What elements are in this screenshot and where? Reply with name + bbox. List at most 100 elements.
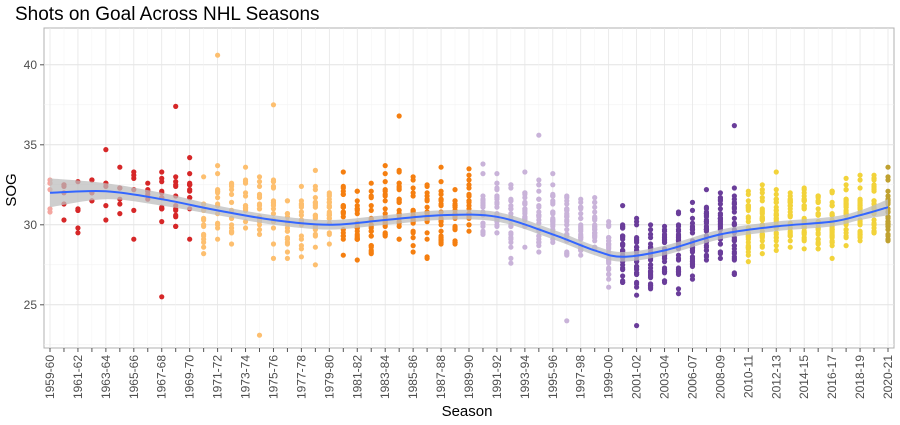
scatter-point: [689, 199, 696, 205]
scatter-point: [689, 260, 696, 266]
scatter-point: [326, 231, 332, 237]
scatter-point: [801, 206, 807, 212]
scatter-point: [578, 211, 584, 217]
scatter-point: [675, 268, 682, 274]
x-tick-label: 1993-94: [518, 355, 532, 399]
scatter-point: [885, 174, 891, 180]
x-tick-label: 1991-92: [490, 355, 504, 399]
scatter-point: [717, 249, 724, 255]
scatter-point: [354, 233, 360, 239]
scatter-point: [592, 195, 598, 201]
scatter-point: [815, 241, 821, 247]
scatter-point: [871, 230, 877, 236]
scatter-point: [494, 193, 500, 199]
scatter-point: [173, 223, 179, 229]
scatter-point: [620, 247, 626, 253]
scatter-point: [801, 190, 807, 196]
x-tick-label: 2012-13: [769, 355, 783, 399]
scatter-point: [647, 283, 654, 289]
scatter-point: [368, 188, 374, 194]
scatter-point: [536, 132, 542, 138]
scatter-point: [201, 222, 207, 228]
scatter-point: [340, 188, 346, 194]
scatter-point: [745, 244, 751, 250]
scatter-point: [215, 163, 221, 169]
x-tick-label: 1963-64: [99, 355, 113, 399]
scatter-point: [215, 171, 221, 177]
scatter-point: [312, 199, 318, 205]
scatter-point: [438, 188, 444, 194]
scatter-point: [634, 271, 640, 277]
scatter-point: [396, 185, 402, 191]
scatter-point: [466, 172, 472, 178]
scatter-point: [159, 188, 165, 194]
scatter-point: [117, 201, 123, 207]
scatter-point: [201, 174, 207, 180]
scatter-point: [340, 252, 346, 258]
scatter-point: [647, 231, 654, 237]
scatter-point: [396, 180, 402, 186]
scatter-point: [759, 251, 765, 257]
x-axis-title: Season: [442, 403, 493, 420]
scatter-point: [564, 193, 570, 199]
scatter-point: [424, 183, 430, 189]
x-axis: 1959-60 1961-62 1963-64 1965-66 1967-68 1969-…: [43, 348, 895, 399]
scatter-point: [215, 52, 221, 58]
scatter-point: [354, 188, 360, 194]
scatter-point: [75, 230, 81, 236]
scatter-point: [466, 191, 472, 197]
scatter-point: [201, 251, 207, 257]
scatter-point: [717, 198, 724, 204]
x-tick-label: 1979-80: [322, 355, 336, 399]
scatter-point: [843, 207, 849, 213]
scatter-point: [117, 211, 123, 217]
scatter-point: [494, 230, 500, 236]
scatter-point: [396, 169, 402, 175]
scatter-point: [326, 215, 332, 221]
scatter-point: [242, 204, 249, 210]
x-tick-label: 2018-19: [853, 355, 867, 399]
scatter-point: [494, 201, 500, 207]
scatter-point: [438, 203, 444, 209]
scatter-point: [885, 231, 891, 237]
scatter-point: [382, 231, 388, 237]
x-tick-label: 2003-04: [658, 355, 672, 399]
scatter-point: [773, 215, 779, 221]
scatter-point: [522, 244, 528, 250]
scatter-point: [173, 183, 179, 189]
x-tick-label: 1983-84: [378, 355, 392, 399]
scatter-point: [103, 203, 109, 209]
scatter-point: [564, 211, 570, 217]
scatter-point: [159, 179, 165, 185]
scatter-point: [354, 198, 360, 204]
scatter-point: [201, 244, 207, 250]
scatter-point: [536, 204, 542, 210]
scatter-point: [522, 190, 528, 196]
scatter-point: [801, 196, 807, 202]
scatter-point: [675, 228, 682, 234]
scatter-point: [606, 284, 612, 290]
scatter-point: [620, 273, 626, 279]
scatter-point: [731, 196, 737, 202]
scatter-point: [508, 244, 514, 250]
smooth-line: [49, 189, 889, 258]
scatter-point: [787, 244, 793, 250]
scatter-point: [745, 259, 751, 265]
scatter-point: [270, 241, 277, 247]
scatter-point: [410, 249, 416, 255]
scatter-point: [787, 231, 793, 237]
x-tick-label: 2010-11: [741, 355, 755, 398]
scatter-point: [340, 203, 346, 209]
scatter-point: [494, 223, 500, 229]
scatter-point: [270, 255, 277, 261]
scatter-point: [438, 198, 444, 204]
scatter-point: [103, 147, 109, 153]
scatter-point: [187, 171, 193, 177]
scatter-point: [256, 332, 263, 338]
scatter-point: [480, 230, 486, 236]
scatter-point: [815, 206, 821, 212]
scatter-point: [620, 233, 626, 239]
scatter-point: [634, 222, 640, 228]
scatter-point: [270, 185, 277, 191]
scatter-point: [466, 166, 472, 172]
